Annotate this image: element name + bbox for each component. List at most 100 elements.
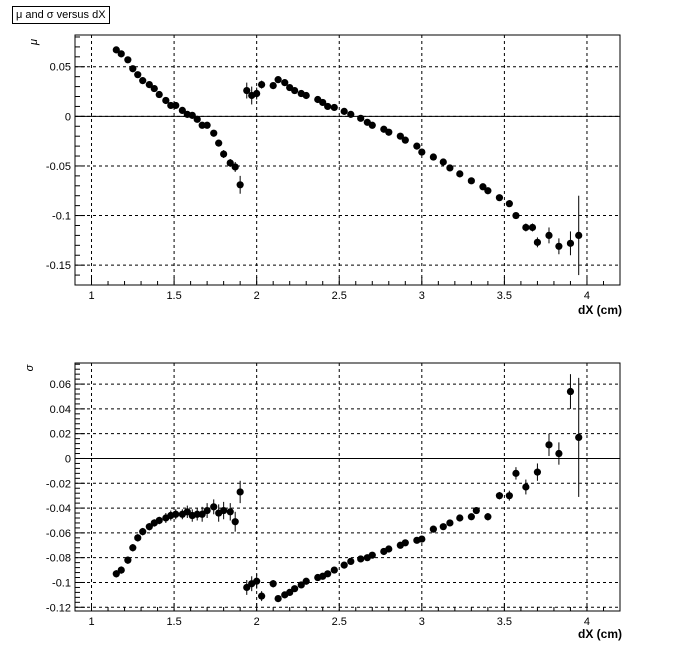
data-point — [269, 580, 277, 588]
x-tick-label: 1.5 — [166, 290, 181, 302]
data-point — [258, 592, 266, 600]
data-point — [319, 98, 327, 107]
data-point — [117, 50, 125, 58]
y-tick-label: -0.1 — [52, 577, 71, 589]
data-point — [203, 506, 211, 515]
data-point — [446, 164, 454, 172]
data-point — [429, 525, 437, 533]
data-point — [472, 506, 480, 515]
data-point — [253, 89, 261, 98]
data-point — [368, 551, 376, 559]
data-point — [291, 86, 299, 95]
y-tick-label: -0.12 — [46, 602, 71, 614]
data-point — [512, 469, 520, 477]
x-tick-label: 2 — [254, 290, 260, 302]
data-point — [467, 177, 475, 185]
data-point — [385, 128, 393, 136]
x-tick-label: 1 — [88, 616, 94, 628]
data-point — [112, 46, 120, 54]
data-point — [139, 77, 147, 85]
data-point — [198, 121, 206, 129]
data-point — [495, 194, 504, 202]
data-point — [231, 163, 239, 171]
data-point — [533, 238, 542, 246]
data-point — [330, 103, 338, 112]
data-point — [456, 170, 464, 178]
y-tick-label: -0.06 — [46, 528, 71, 540]
data-point — [117, 566, 125, 574]
data-point — [555, 449, 563, 458]
data-point — [281, 79, 289, 87]
data-point — [566, 239, 575, 247]
data-point — [155, 516, 163, 525]
data-point — [220, 150, 228, 158]
data-point — [231, 518, 239, 526]
sigma-panel: 1 1.5 2 2.5 3 3.5 4 0.06 0.04 0.02 0 -0.02 -0.04 -0.0… — [24, 362, 622, 641]
data-point — [347, 110, 355, 118]
data-point — [145, 81, 153, 89]
x-axis-label: dX (cm) — [578, 303, 622, 317]
data-point — [134, 71, 142, 79]
data-point — [484, 513, 492, 521]
data-point — [505, 492, 513, 500]
data-point — [357, 114, 365, 122]
data-point — [324, 102, 332, 111]
data-point — [220, 506, 228, 515]
canvas-title: μ and σ versus dX — [12, 6, 110, 24]
data-point — [172, 510, 180, 518]
data-point — [302, 577, 310, 585]
data-point — [545, 231, 553, 239]
data-point — [368, 121, 376, 129]
x-tick-label: 1.5 — [166, 616, 181, 628]
data-point — [522, 223, 530, 232]
data-point — [566, 387, 575, 396]
data-point — [291, 585, 299, 593]
data-point — [193, 510, 201, 518]
x-tick-label: 1 — [88, 290, 94, 302]
data-point — [555, 242, 563, 250]
data-point — [167, 101, 175, 110]
data-point — [178, 106, 186, 114]
data-point — [226, 508, 234, 516]
x-tick-label: 3 — [419, 290, 425, 302]
x-tick-label: 2 — [254, 616, 260, 628]
y-tick-label: 0.02 — [50, 429, 71, 441]
data-point — [183, 508, 191, 516]
data-point — [269, 81, 277, 90]
y-tick-label: -0.04 — [46, 503, 71, 515]
data-point — [456, 514, 464, 522]
x-axis-label: dX (cm) — [578, 627, 622, 641]
data-point — [243, 86, 251, 95]
data-point — [243, 583, 251, 592]
data-point — [533, 468, 542, 476]
data-point — [124, 556, 132, 564]
data-point — [439, 158, 447, 166]
data-point — [155, 90, 163, 99]
data-point — [418, 535, 426, 543]
data-point — [145, 523, 153, 531]
data-point — [413, 142, 421, 150]
data-point — [134, 534, 142, 542]
data-point — [302, 91, 310, 100]
plot-frame — [74, 362, 621, 612]
data-point — [203, 121, 211, 129]
data-point — [129, 65, 137, 73]
data-point — [286, 588, 294, 597]
x-tick-label: 2.5 — [332, 616, 347, 628]
y-tick-label: 0 — [65, 111, 71, 123]
data-point — [479, 183, 487, 191]
data-point — [274, 595, 282, 603]
y-tick-label: -0.1 — [52, 211, 71, 223]
data-point — [418, 148, 426, 156]
data-point — [512, 211, 520, 220]
data-point — [522, 483, 530, 491]
data-point — [484, 187, 492, 195]
y-axis-label: σ — [24, 364, 36, 371]
data-point — [439, 523, 447, 531]
data-point — [324, 570, 332, 578]
data-point — [575, 231, 583, 239]
data-point — [215, 139, 223, 147]
data-point — [150, 84, 158, 93]
data-point — [236, 488, 244, 496]
